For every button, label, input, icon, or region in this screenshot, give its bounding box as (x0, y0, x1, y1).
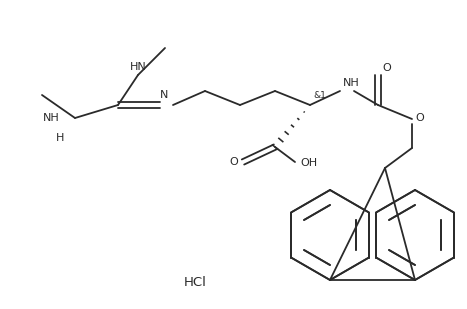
Text: OH: OH (300, 158, 317, 168)
Text: N: N (160, 90, 169, 100)
Text: O: O (415, 113, 424, 123)
Text: &1: &1 (313, 91, 326, 100)
Text: NH: NH (43, 113, 60, 123)
Text: HN: HN (130, 62, 146, 72)
Text: H: H (56, 133, 64, 143)
Text: NH: NH (343, 78, 360, 88)
Text: O: O (229, 157, 238, 167)
Text: HCl: HCl (184, 277, 206, 290)
Text: O: O (382, 63, 391, 73)
